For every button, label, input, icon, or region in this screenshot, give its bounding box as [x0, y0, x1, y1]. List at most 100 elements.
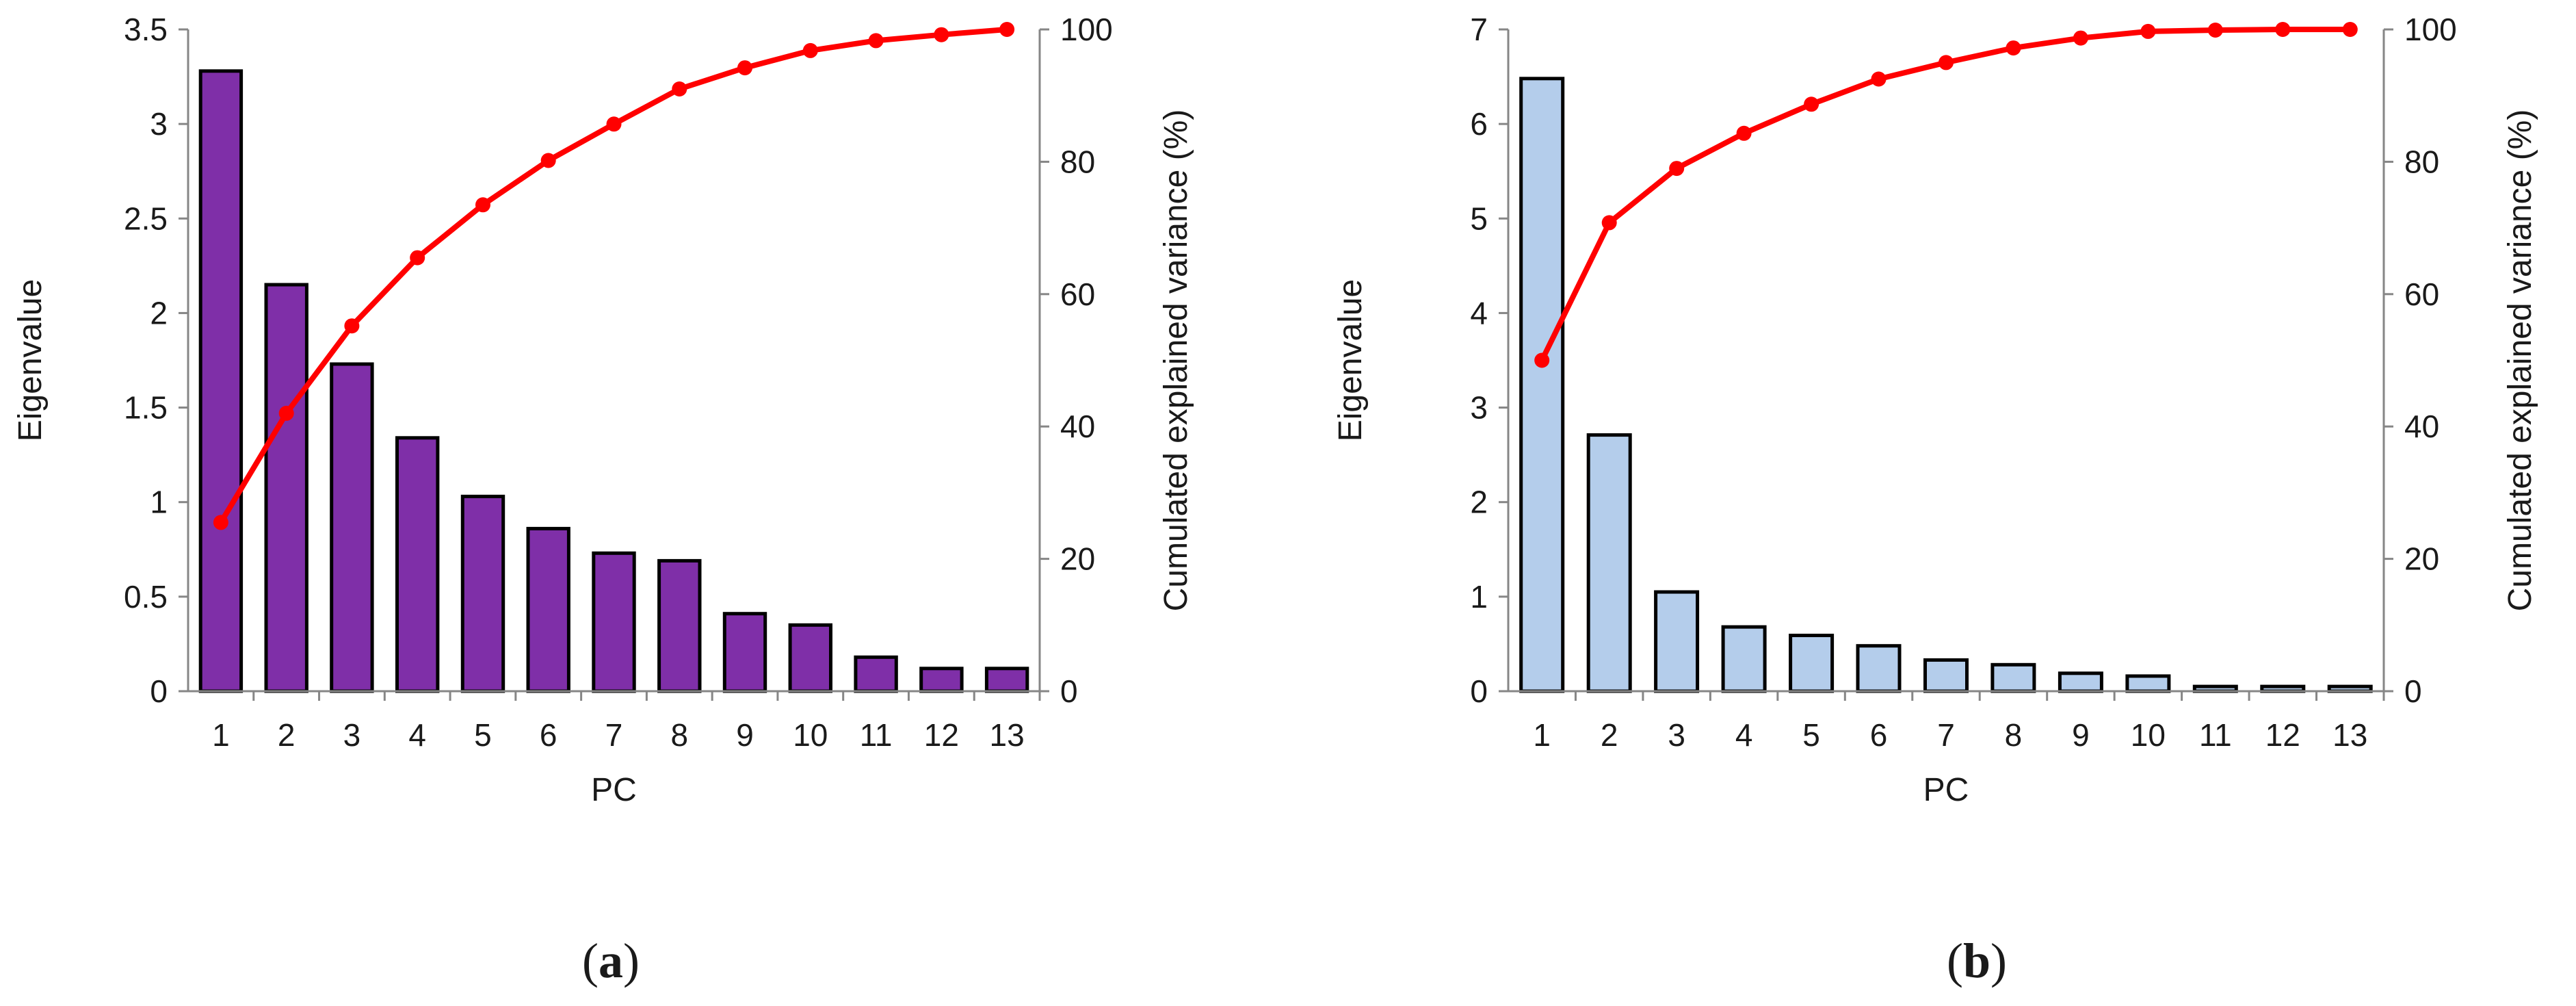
y-tick-label-left: 0 — [150, 673, 168, 709]
x-tick-label: 12 — [924, 717, 959, 753]
caption-open-paren: ( — [582, 933, 599, 988]
line-point — [1534, 352, 1550, 368]
panel-caption: (b) — [1947, 933, 2007, 988]
y-tick-label-left: 1.5 — [124, 390, 168, 426]
x-tick-label: 6 — [540, 717, 557, 753]
line-point — [344, 318, 360, 334]
y-tick-label-right: 80 — [2404, 144, 2439, 179]
cumulative-line-series-b — [1534, 22, 2358, 368]
caption-close-paren: ) — [1990, 933, 2007, 988]
line-point — [410, 250, 425, 266]
caption-close-paren: ) — [623, 933, 640, 988]
y-tick-label-right: 80 — [1060, 144, 1095, 179]
bar — [1856, 644, 1902, 693]
bar-series-a — [198, 69, 1029, 693]
bar — [854, 655, 898, 693]
y-tick-label-left: 3 — [150, 106, 168, 142]
line-point — [1871, 71, 1887, 87]
line-point — [278, 405, 294, 421]
bar — [919, 667, 964, 693]
x-tick-label: 3 — [343, 717, 361, 753]
bar — [1519, 77, 1565, 693]
y-tick-label-left: 1 — [150, 485, 168, 520]
y-tick-label-left: 5 — [1470, 201, 1488, 236]
y-tick-label-right: 20 — [2404, 541, 2439, 577]
x-axis-ticks-b: 1 2 3 4 5 6 7 8 9 10 11 12 13 — [1533, 691, 2385, 753]
y-tick-label-left: 2.5 — [124, 201, 168, 236]
bar — [1654, 590, 1700, 693]
x-tick-label: 2 — [1601, 717, 1618, 753]
caption-letter: a — [599, 933, 623, 988]
line-point — [1938, 55, 1954, 70]
x-axis-title: PC — [591, 772, 637, 808]
x-tick-label: 4 — [408, 717, 426, 753]
cumulative-line-series-a — [213, 22, 1015, 530]
y-tick-label-right: 20 — [1060, 541, 1095, 577]
x-tick-label: 13 — [2332, 717, 2367, 753]
line-point — [1736, 125, 1752, 141]
x-tick-label: 12 — [2265, 717, 2300, 753]
right-axis-ticks-b: 0 20 40 60 80 100 — [2384, 12, 2457, 709]
line-point — [868, 33, 884, 49]
x-tick-label: 2 — [278, 717, 295, 753]
line-point — [2140, 23, 2156, 39]
y-tick-label-left: 0.5 — [124, 579, 168, 615]
y-axis-title-left: Eigenvalue — [12, 279, 49, 442]
bar-series-b — [1519, 77, 2373, 693]
x-axis-ticks-a: 1 2 3 4 5 6 7 8 9 10 11 12 13 — [212, 691, 1041, 753]
y-tick-label-left: 7 — [1470, 12, 1488, 47]
x-tick-label: 7 — [605, 717, 623, 753]
line-point — [213, 515, 228, 530]
y-tick-label-right: 40 — [2404, 409, 2439, 444]
line-point — [606, 116, 622, 132]
line-point — [1669, 161, 1685, 177]
bar — [526, 526, 570, 693]
line-point — [1804, 96, 1819, 112]
x-tick-label: 5 — [474, 717, 492, 753]
axis-lines-a — [181, 29, 1047, 693]
line-point — [475, 197, 490, 213]
x-tick-label: 10 — [793, 717, 828, 753]
x-tick-label: 1 — [212, 717, 230, 753]
right-axis-ticks-a: 0 20 40 60 80 100 — [1040, 12, 1113, 709]
bar — [1923, 658, 1969, 693]
panel-caption: (a) — [582, 933, 640, 988]
bar — [395, 436, 440, 693]
x-tick-label: 6 — [1870, 717, 1888, 753]
line-point — [2342, 22, 2358, 37]
y-axis-title-right: Cumulated explained variance (%) — [1158, 109, 1194, 612]
line-point — [540, 153, 556, 168]
x-tick-label: 8 — [2005, 717, 2023, 753]
bar — [198, 69, 244, 693]
y-tick-label-right: 60 — [1060, 276, 1095, 312]
caption-open-paren: ( — [1947, 933, 1963, 988]
left-axis-ticks-a: 0 0.5 1 1.5 2 2.5 3 3.5 — [124, 12, 188, 709]
x-tick-label: 11 — [860, 717, 893, 753]
line-point — [2006, 40, 2021, 56]
y-tick-label-right: 0 — [2404, 673, 2422, 709]
bar — [2125, 674, 2171, 693]
y-tick-label-right: 100 — [2404, 12, 2457, 47]
y-tick-label-left: 6 — [1470, 106, 1488, 142]
y-tick-label-right: 40 — [1060, 409, 1095, 444]
y-tick-label-right: 0 — [1060, 673, 1078, 709]
y-tick-label-left: 3.5 — [124, 12, 168, 47]
bar — [984, 667, 1029, 693]
x-tick-label: 4 — [1735, 717, 1753, 753]
x-tick-label: 10 — [2131, 717, 2166, 753]
x-tick-label: 3 — [1668, 717, 1685, 753]
left-axis-ticks-b: 0 1 2 3 4 5 6 7 — [1470, 12, 1508, 709]
x-tick-label: 7 — [1937, 717, 1955, 753]
bar — [1721, 625, 1767, 693]
y-tick-label-left: 0 — [1470, 673, 1488, 709]
y-tick-label-right: 100 — [1060, 12, 1113, 47]
bar — [788, 623, 832, 693]
caption-letter: b — [1963, 933, 1990, 988]
y-tick-label-right: 60 — [2404, 276, 2439, 312]
x-tick-label: 8 — [670, 717, 688, 753]
y-axis-title-right: Cumulated explained variance (%) — [2502, 109, 2538, 612]
y-tick-label-left: 2 — [1470, 485, 1488, 520]
y-tick-label-left: 3 — [1470, 390, 1488, 426]
